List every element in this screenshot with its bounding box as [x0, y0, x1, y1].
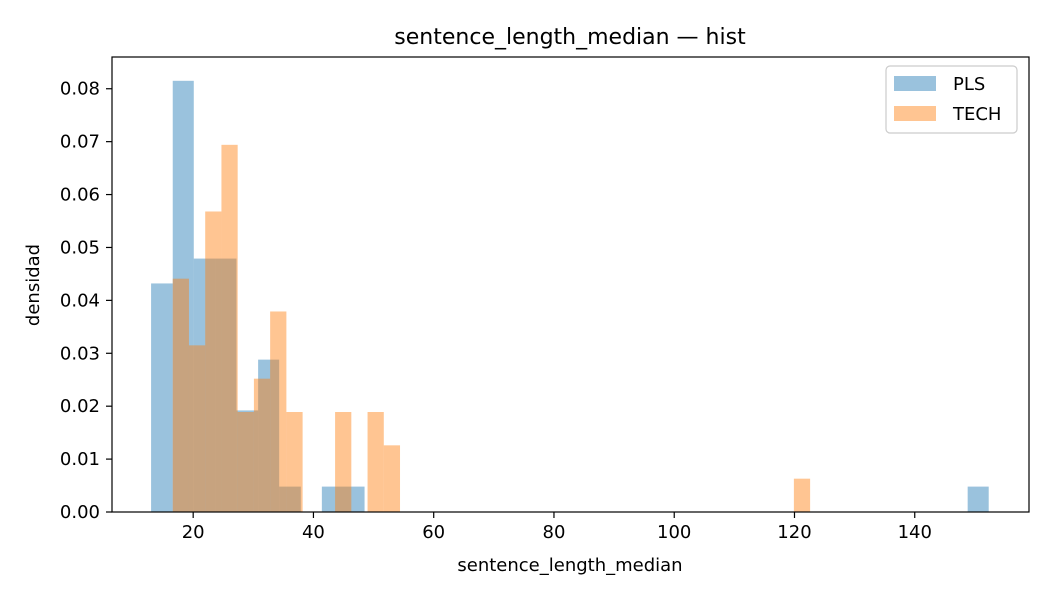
- histogram-bar-pls: [172, 80, 194, 512]
- legend: PLS TECH: [885, 65, 1018, 134]
- histogram-bar-pls: [258, 359, 280, 512]
- y-tick-label: 0.06: [60, 185, 100, 206]
- y-tick-label: 0.05: [60, 237, 100, 258]
- y-tick-label: 0.04: [60, 290, 100, 311]
- histogram-bar-pls: [215, 258, 237, 512]
- x-tick-label: 80: [543, 522, 566, 543]
- histogram-bar-pls: [967, 486, 989, 512]
- histogram-bar-tech: [253, 378, 271, 512]
- plot-area-frame: [111, 56, 1030, 513]
- histogram-bar-tech: [172, 278, 189, 512]
- histogram-bar-tech: [237, 412, 254, 512]
- y-tick-label: 0.01: [60, 449, 100, 470]
- y-tick-label: 0.08: [60, 79, 100, 100]
- legend-frame: [885, 65, 1018, 134]
- legend-swatch-pls: [894, 76, 936, 91]
- x-tick-label: 140: [898, 522, 932, 543]
- x-tick-label: 60: [422, 522, 445, 543]
- histogram-bar-pls: [236, 410, 259, 512]
- histogram-bar-pls: [193, 258, 216, 512]
- histogram-bar-pls: [151, 283, 173, 512]
- histogram-bar-pls: [279, 486, 301, 512]
- histogram-bar-pls: [343, 486, 365, 512]
- bars-layer: [151, 80, 989, 513]
- y-axis-ticks: 0.00 0.01 0.02 0.03 0.04 0.05 0.06 0.07 0.08: [60, 79, 112, 523]
- histogram-bar-tech: [383, 445, 401, 512]
- chart-title: sentence_length_median — hist: [394, 25, 746, 50]
- x-tick-label: 100: [657, 522, 691, 543]
- legend-label-pls: PLS: [953, 74, 985, 95]
- x-tick-label: 40: [302, 522, 325, 543]
- y-tick-label: 0.07: [60, 132, 100, 153]
- histogram-bar-tech: [793, 478, 811, 512]
- y-axis-label: densidad: [23, 244, 44, 326]
- histogram-bar-pls: [321, 486, 344, 512]
- legend-label-tech: TECH: [952, 104, 1001, 125]
- series-tech: [172, 144, 811, 513]
- histogram-bar-tech: [270, 311, 287, 512]
- histogram-bar-tech: [367, 412, 384, 512]
- y-tick-label: 0.02: [60, 396, 100, 417]
- histogram-bar-tech: [335, 412, 352, 512]
- x-axis-label: sentence_length_median: [457, 555, 682, 576]
- histogram-bar-tech: [188, 345, 206, 512]
- histogram-bar-tech: [205, 211, 222, 512]
- histogram-bar-tech: [221, 144, 238, 513]
- legend-swatch-tech: [894, 106, 936, 121]
- histogram-bar-tech: [286, 412, 303, 512]
- x-axis-ticks: 20 40 60 80 100 120 140: [182, 512, 932, 543]
- y-tick-label: 0.03: [60, 343, 100, 364]
- x-tick-label: 20: [182, 522, 205, 543]
- series-pls: [151, 80, 989, 512]
- x-tick-label: 120: [777, 522, 811, 543]
- y-tick-label: 0.00: [60, 502, 100, 523]
